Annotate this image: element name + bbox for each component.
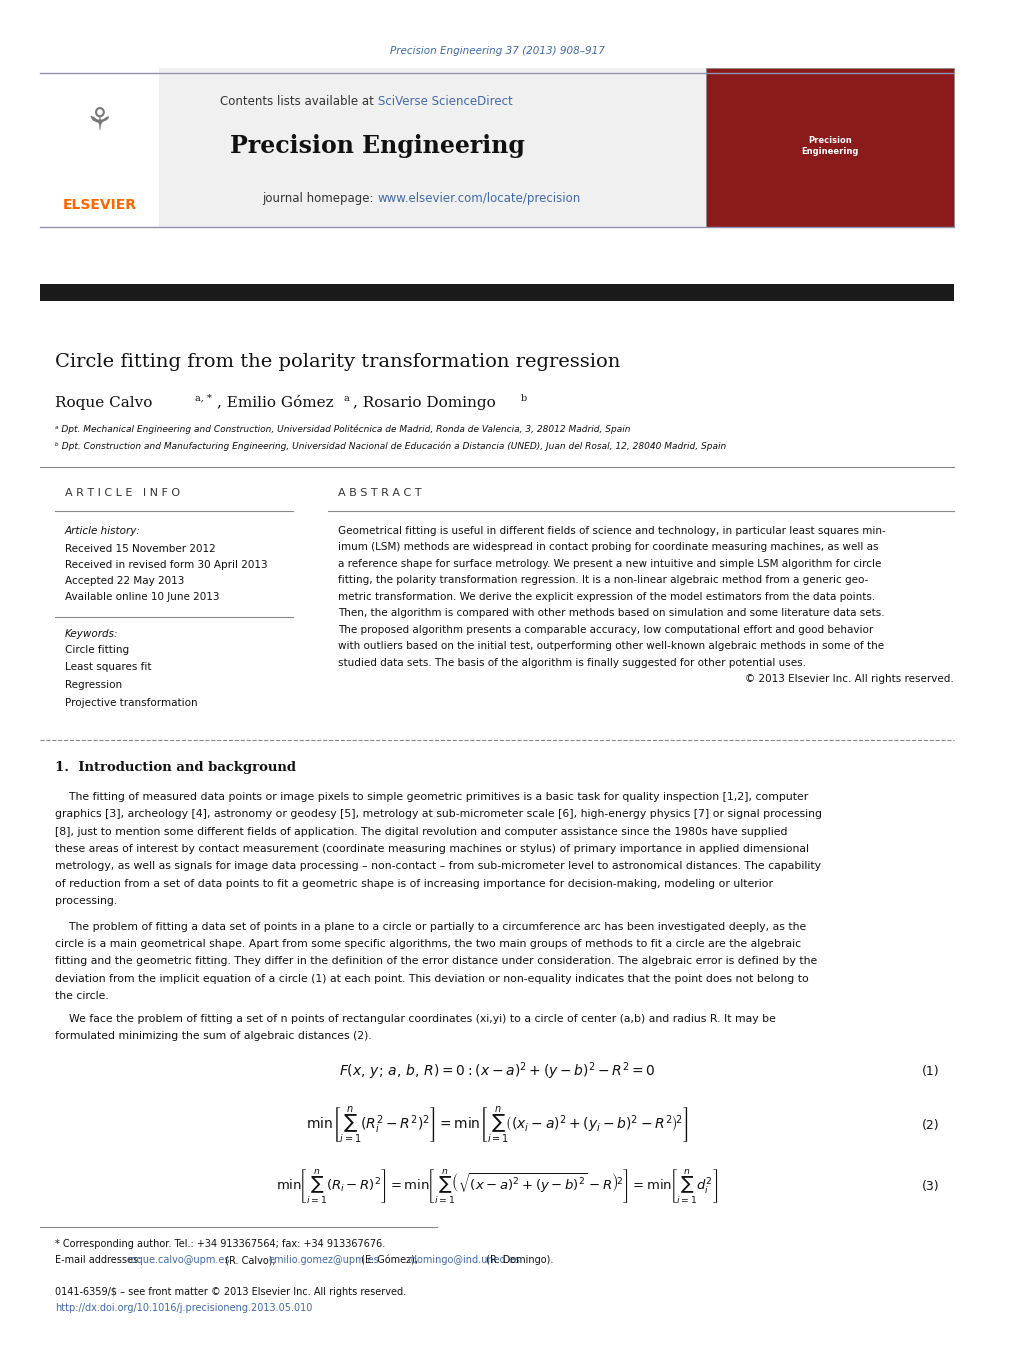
Text: $F(x,\, y;\, a,\, b,\, R) = 0 : (x - a)^2 + (y - b)^2 - R^2 = 0$: $F(x,\, y;\, a,\, b,\, R) = 0 : (x - a)^… — [338, 1061, 655, 1082]
Bar — [40, 284, 954, 301]
Text: The problem of fitting a data set of points in a plane to a circle or partially : The problem of fitting a data set of poi… — [55, 921, 805, 932]
Text: circle is a main geometrical shape. Apart from some specific algorithms, the two: circle is a main geometrical shape. Apar… — [55, 939, 800, 950]
Text: (R. Calvo),: (R. Calvo), — [221, 1255, 278, 1266]
Text: 1.  Introduction and background: 1. Introduction and background — [55, 761, 296, 774]
Text: www.elsevier.com/locate/precision: www.elsevier.com/locate/precision — [377, 192, 581, 205]
Text: a, *: a, * — [195, 394, 212, 403]
Text: Then, the algorithm is compared with other methods based on simulation and some : Then, the algorithm is compared with oth… — [337, 608, 883, 619]
Text: a: a — [343, 394, 350, 403]
Text: 0141-6359/$ – see front matter © 2013 Elsevier Inc. All rights reserved.: 0141-6359/$ – see front matter © 2013 El… — [55, 1286, 406, 1297]
Text: Keywords:: Keywords: — [64, 628, 118, 639]
Text: a reference shape for surface metrology. We present a new intuitive and simple L: a reference shape for surface metrology.… — [337, 559, 880, 569]
Text: ᵇ Dpt. Construction and Manufacturing Engineering, Universidad Nacional de Educa: ᵇ Dpt. Construction and Manufacturing En… — [55, 440, 726, 451]
Text: http://dx.doi.org/10.1016/j.precisioneng.2013.05.010: http://dx.doi.org/10.1016/j.precisioneng… — [55, 1302, 312, 1313]
Text: rdomingo@ind.uned.es: rdomingo@ind.uned.es — [408, 1255, 520, 1266]
Text: of reduction from a set of data points to fit a geometric shape is of increasing: of reduction from a set of data points t… — [55, 878, 772, 889]
Text: Contents lists available at: Contents lists available at — [220, 95, 377, 108]
Text: , Emilio Gómez: , Emilio Gómez — [216, 396, 333, 409]
Text: studied data sets. The basis of the algorithm is finally suggested for other pot: studied data sets. The basis of the algo… — [337, 658, 805, 667]
Text: Precision Engineering 37 (2013) 908–917: Precision Engineering 37 (2013) 908–917 — [389, 46, 604, 57]
Text: Projective transformation: Projective transformation — [64, 697, 197, 708]
Bar — [40, 68, 159, 227]
Text: Precision
Engineering: Precision Engineering — [801, 136, 858, 155]
Text: , Rosario Domingo: , Rosario Domingo — [353, 396, 495, 409]
Text: $\min\!\left[\sum_{i=1}^{n}(R_i - R)^2\right] = \min\!\left[\sum_{i=1}^{n}\!\lef: $\min\!\left[\sum_{i=1}^{n}(R_i - R)^2\r… — [276, 1167, 717, 1205]
Text: A R T I C L E   I N F O: A R T I C L E I N F O — [64, 488, 179, 499]
Bar — [705, 68, 954, 227]
Text: processing.: processing. — [55, 896, 117, 907]
Text: Geometrical fitting is useful in different fields of science and technology, in : Geometrical fitting is useful in differe… — [337, 526, 884, 536]
Text: fitting, the polarity transformation regression. It is a non-linear algebraic me: fitting, the polarity transformation reg… — [337, 576, 867, 585]
Text: Accepted 22 May 2013: Accepted 22 May 2013 — [64, 576, 183, 586]
Text: Received in revised form 30 April 2013: Received in revised form 30 April 2013 — [64, 559, 267, 570]
Text: (R. Domingo).: (R. Domingo). — [483, 1255, 553, 1266]
Text: Circle fitting from the polarity transformation regression: Circle fitting from the polarity transfo… — [55, 353, 620, 372]
Text: b: b — [521, 394, 527, 403]
Text: ⚘: ⚘ — [86, 107, 113, 136]
Text: deviation from the implicit equation of a circle (1) at each point. This deviati: deviation from the implicit equation of … — [55, 974, 808, 984]
Text: Article history:: Article history: — [64, 526, 141, 536]
Text: roque.calvo@upm.es: roque.calvo@upm.es — [127, 1255, 229, 1266]
Text: We face the problem of fitting a set of n points of rectangular coordinates (xi,: We face the problem of fitting a set of … — [55, 1013, 774, 1024]
Text: the circle.: the circle. — [55, 990, 108, 1001]
Text: (3): (3) — [921, 1179, 938, 1193]
Text: A B S T R A C T: A B S T R A C T — [337, 488, 421, 499]
Text: with outliers based on the initial test, outperforming other well-known algebrai: with outliers based on the initial test,… — [337, 642, 883, 651]
Text: these areas of interest by contact measurement (coordinate measuring machines or: these areas of interest by contact measu… — [55, 844, 808, 854]
Text: [8], just to mention some different fields of application. The digital revolutio: [8], just to mention some different fiel… — [55, 827, 787, 836]
Text: imum (LSM) methods are widespread in contact probing for coordinate measuring ma: imum (LSM) methods are widespread in con… — [337, 542, 877, 553]
Text: Least squares fit: Least squares fit — [64, 662, 151, 673]
Text: $\min\left[\sum_{i=1}^{n}(R_i^2 - R^2)^2\right] = \min\left[\sum_{i=1}^{n}\!\lef: $\min\left[\sum_{i=1}^{n}(R_i^2 - R^2)^2… — [306, 1105, 688, 1146]
Text: Precision Engineering: Precision Engineering — [230, 134, 525, 158]
Text: Received 15 November 2012: Received 15 November 2012 — [64, 543, 215, 554]
Text: ELSEVIER: ELSEVIER — [62, 199, 137, 212]
Text: (E. Gómez),: (E. Gómez), — [358, 1255, 421, 1266]
Text: metric transformation. We derive the explicit expression of the model estimators: metric transformation. We derive the exp… — [337, 592, 874, 603]
Text: formulated minimizing the sum of algebraic distances (2).: formulated minimizing the sum of algebra… — [55, 1031, 371, 1042]
Text: Circle fitting: Circle fitting — [64, 644, 128, 655]
Text: Roque Calvo: Roque Calvo — [55, 396, 152, 409]
Text: The proposed algorithm presents a comparable accuracy, low computational effort : The proposed algorithm presents a compar… — [337, 624, 872, 635]
Text: The fitting of measured data points or image pixels to simple geometric primitiv: The fitting of measured data points or i… — [55, 792, 807, 802]
Text: © 2013 Elsevier Inc. All rights reserved.: © 2013 Elsevier Inc. All rights reserved… — [745, 674, 954, 685]
Text: graphics [3], archeology [4], astronomy or geodesy [5], metrology at sub-microme: graphics [3], archeology [4], astronomy … — [55, 809, 821, 820]
Text: SciVerse ScienceDirect: SciVerse ScienceDirect — [377, 95, 512, 108]
Text: Available online 10 June 2013: Available online 10 June 2013 — [64, 592, 219, 603]
Text: * Corresponding author. Tel.: +34 913367564; fax: +34 913367676.: * Corresponding author. Tel.: +34 913367… — [55, 1239, 384, 1250]
Text: E-mail addresses:: E-mail addresses: — [55, 1255, 144, 1266]
Text: (2): (2) — [921, 1119, 938, 1132]
Text: (1): (1) — [921, 1065, 938, 1078]
Text: fitting and the geometric fitting. They differ in the definition of the error di: fitting and the geometric fitting. They … — [55, 957, 816, 966]
Text: emilio.gomez@upm.es: emilio.gomez@upm.es — [268, 1255, 379, 1266]
Text: Regression: Regression — [64, 680, 121, 690]
Text: ᵃ Dpt. Mechanical Engineering and Construction, Universidad Politécnica de Madri: ᵃ Dpt. Mechanical Engineering and Constr… — [55, 424, 630, 435]
Bar — [40, 68, 705, 227]
Text: journal homepage:: journal homepage: — [262, 192, 377, 205]
Text: metrology, as well as signals for image data processing – non-contact – from sub: metrology, as well as signals for image … — [55, 861, 820, 871]
